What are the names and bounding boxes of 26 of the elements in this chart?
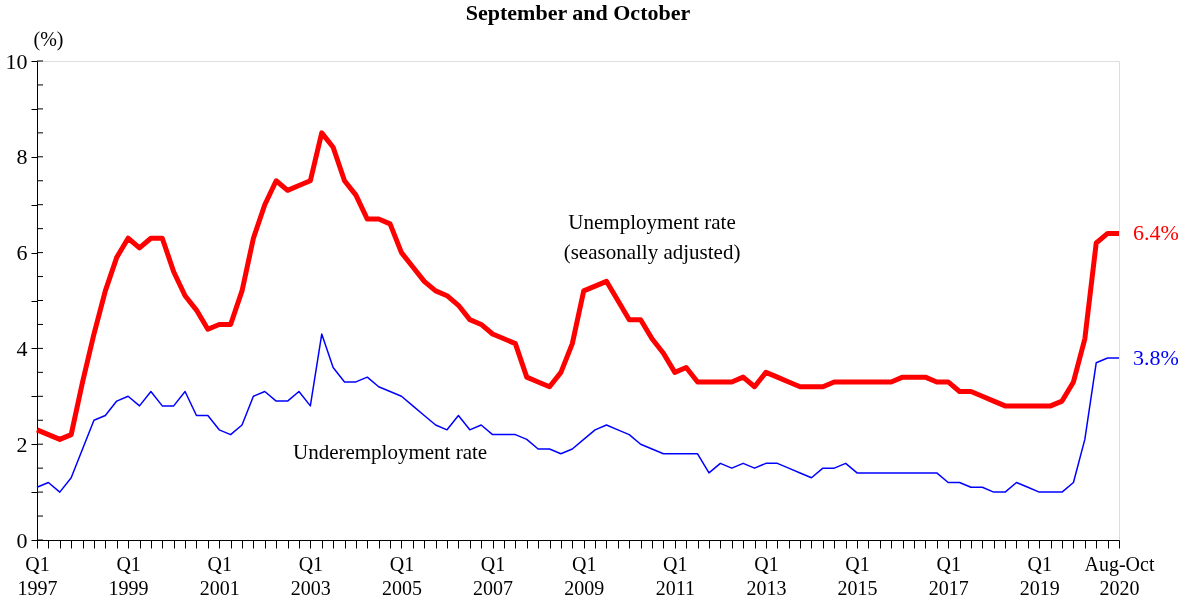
x-tick-label: Q1 2009	[564, 552, 605, 599]
x-tick-label: Q1 2005	[381, 552, 422, 599]
series-label: Underemployment rate	[292, 440, 488, 464]
y-tick-label: 10	[5, 48, 28, 74]
x-tick-label: Q1 1997	[17, 552, 58, 599]
x-tick-label: Q1 2019	[1019, 552, 1060, 599]
line-series	[36, 333, 1120, 493]
y-tick-label: 0	[16, 527, 28, 553]
x-tick-label: Q1 2011	[655, 552, 695, 599]
y-axis-title: (%)	[33, 27, 64, 51]
x-tick-label: Aug-Oct 2020	[1084, 552, 1155, 599]
y-tick-label: 8	[16, 144, 28, 170]
x-tick-label: Q1 2017	[928, 552, 969, 599]
data-label: 3.8%	[1133, 344, 1179, 370]
y-tick-label: 6	[16, 240, 28, 266]
series-label: Unemployment rate (seasonally adjusted)	[563, 210, 741, 264]
x-tick-label: Q1 2013	[746, 552, 787, 599]
x-tick-label: Q1 2001	[199, 552, 240, 599]
x-tick-label: Q1 2007	[473, 552, 514, 599]
x-tick-label: Q1 1999	[108, 552, 149, 599]
chart-title: September and October	[465, 0, 691, 25]
y-tick-label: 4	[16, 335, 28, 361]
x-tick-label: Q1 2015	[837, 552, 878, 599]
y-tick-label: 2	[16, 431, 28, 457]
x-tick-label: Q1 2003	[290, 552, 331, 599]
data-label: 6.4%	[1133, 220, 1179, 246]
